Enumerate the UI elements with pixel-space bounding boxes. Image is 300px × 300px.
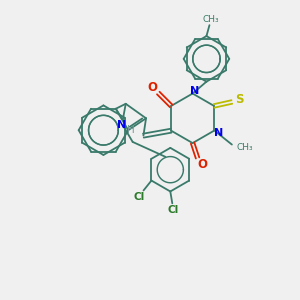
Text: CH₃: CH₃: [237, 143, 254, 152]
Text: N: N: [190, 85, 199, 96]
Text: N: N: [214, 128, 224, 138]
Text: S: S: [236, 94, 244, 106]
Text: O: O: [197, 158, 208, 171]
Text: Cl: Cl: [168, 205, 179, 215]
Text: O: O: [147, 81, 157, 94]
Text: Cl: Cl: [134, 192, 145, 203]
Text: CH₃: CH₃: [202, 15, 219, 24]
Text: H: H: [127, 125, 134, 135]
Text: N: N: [117, 120, 126, 130]
